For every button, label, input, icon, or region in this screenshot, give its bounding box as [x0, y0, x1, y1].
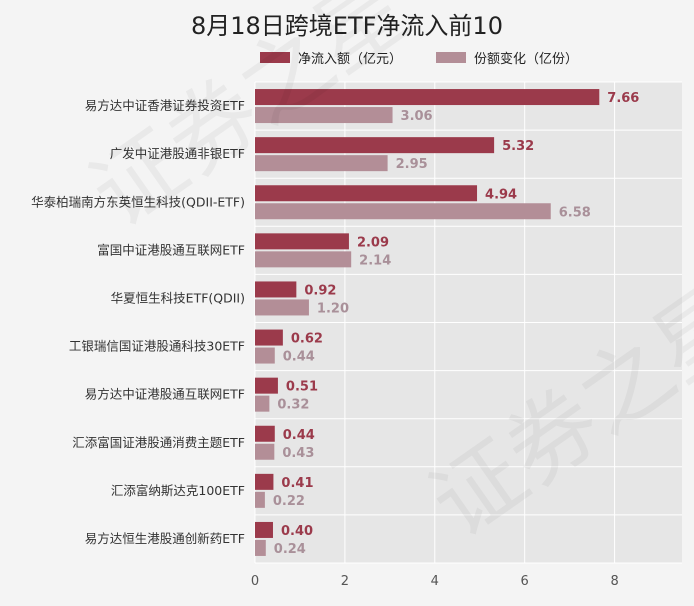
x-tick-label: 8: [610, 574, 618, 589]
data-label-share-change: 6.58: [559, 205, 591, 220]
bar-share-change: [255, 491, 265, 508]
bar-net-inflow: [255, 89, 600, 106]
data-label-net-inflow: 5.32: [502, 139, 534, 154]
bar-share-change: [255, 107, 393, 124]
bar-share-change: [255, 443, 275, 460]
x-tick-label: 4: [431, 574, 439, 589]
data-label-share-change: 1.20: [317, 301, 349, 316]
bar-net-inflow: [255, 473, 274, 490]
legend-item-net-inflow: 净流入额（亿元）: [260, 48, 402, 67]
data-label-net-inflow: 7.66: [607, 91, 639, 106]
legend-label-net-inflow: 净流入额（亿元）: [298, 52, 403, 67]
category-label: 华泰柏瑞南方东英恒生科技(QDII-ETF): [31, 194, 245, 209]
data-label-net-inflow: 0.44: [283, 428, 315, 443]
bar-net-inflow: [255, 377, 278, 394]
data-label-share-change: 0.32: [277, 398, 309, 413]
bar-net-inflow: [255, 329, 283, 346]
category-label: 广发中证港股通非银ETF: [110, 146, 245, 161]
bar-net-inflow: [255, 137, 495, 154]
bar-share-change: [255, 155, 388, 172]
data-label-net-inflow: 4.94: [485, 187, 517, 202]
x-tick-label: 6: [521, 574, 529, 589]
category-label: 工银瑞信国证港股通科技30ETF: [69, 339, 245, 354]
bar-share-change: [255, 251, 352, 268]
data-label-share-change: 2.95: [396, 157, 428, 172]
legend: 净流入额（亿元） 份额变化（亿份）: [260, 48, 578, 67]
x-tick-label: 0: [251, 574, 259, 589]
category-label: 易方达中证港股通互联网ETF: [85, 387, 245, 402]
category-label: 华夏恒生科技ETF(QDII): [111, 290, 245, 305]
bar-share-change: [255, 299, 309, 316]
bar-net-inflow: [255, 233, 349, 250]
data-label-share-change: 0.44: [283, 350, 315, 365]
data-label-net-inflow: 0.62: [291, 332, 323, 347]
bar-net-inflow: [255, 281, 297, 298]
data-label-net-inflow: 0.92: [304, 283, 336, 298]
bar-share-change: [255, 395, 270, 412]
category-label: 易方达中证香港证券投资ETF: [85, 98, 245, 113]
legend-swatch-share-change: [436, 52, 467, 63]
data-label-net-inflow: 2.09: [357, 235, 389, 250]
data-label-share-change: 2.14: [359, 253, 391, 268]
legend-swatch-net-inflow: [260, 52, 290, 63]
category-label: 富国中证港股通互联网ETF: [97, 242, 245, 257]
data-label-net-inflow: 0.41: [281, 476, 313, 491]
chart-title: 8月18日跨境ETF净流入前10: [191, 12, 503, 40]
legend-label-share-change: 份额变化（亿份）: [474, 52, 579, 67]
x-tick-label: 2: [341, 574, 349, 589]
legend-item-share-change: 份额变化（亿份）: [436, 48, 578, 67]
bar-share-change: [255, 347, 275, 364]
category-label: 易方达恒生港股通创新药ETF: [85, 531, 245, 546]
category-label: 汇添富纳斯达克100ETF: [111, 483, 245, 498]
bar-share-change: [255, 203, 551, 220]
category-label: 汇添富国证港股通消费主题ETF: [72, 435, 245, 450]
bar-net-inflow: [255, 521, 273, 538]
data-label-share-change: 0.22: [273, 494, 305, 509]
data-label-net-inflow: 0.51: [286, 380, 318, 395]
bar-net-inflow: [255, 425, 275, 442]
data-label-net-inflow: 0.40: [281, 524, 313, 539]
data-label-share-change: 0.24: [274, 542, 306, 557]
bar-share-change: [255, 539, 266, 556]
data-label-share-change: 0.43: [282, 446, 314, 461]
data-label-share-change: 3.06: [401, 109, 433, 124]
bar-net-inflow: [255, 185, 478, 202]
